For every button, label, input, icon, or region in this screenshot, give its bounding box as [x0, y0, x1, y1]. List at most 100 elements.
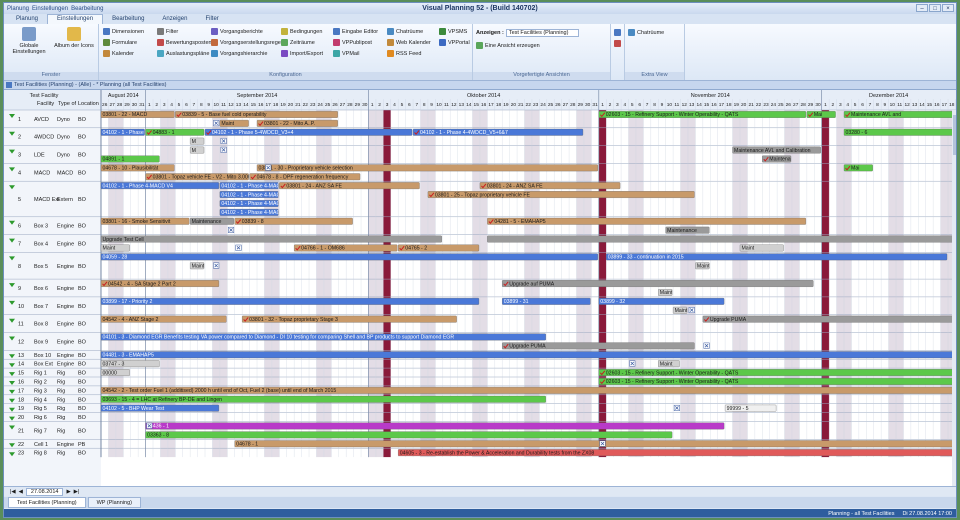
planning-bar[interactable]	[762, 155, 792, 163]
planning-bar[interactable]	[219, 191, 279, 198]
row-expand-icon[interactable]	[9, 354, 15, 359]
view-select[interactable]: Test Facilities (Planning)	[505, 28, 580, 37]
planning-bar[interactable]	[724, 404, 777, 412]
quick-access-item[interactable]: Planung	[7, 5, 30, 12]
chatrooms-button[interactable]: Chatrüume	[628, 28, 664, 37]
planning-bar[interactable]	[175, 111, 338, 118]
planning-bar[interactable]	[234, 440, 955, 448]
planning-bar[interactable]	[219, 182, 279, 190]
planning-bar[interactable]	[100, 297, 480, 305]
planning-bar[interactable]	[190, 262, 205, 270]
sheet-tab[interactable]: Test Facilities (Planning)	[8, 497, 86, 508]
planning-bar[interactable]	[598, 297, 725, 305]
planning-bar[interactable]	[100, 182, 220, 190]
planning-bar[interactable]	[695, 262, 710, 270]
config-item-vpportal[interactable]: VPPortal	[439, 38, 470, 47]
row-expand-icon[interactable]	[9, 407, 15, 412]
planning-bar[interactable]	[739, 244, 784, 252]
config-item-web-kalender[interactable]: Web Kalender	[387, 38, 431, 47]
config-item-vpmail[interactable]: VPMail	[333, 49, 359, 58]
row-expand-icon[interactable]	[9, 425, 15, 430]
planning-bar[interactable]	[100, 111, 175, 118]
planning-bar[interactable]	[658, 289, 673, 296]
row-expand-icon[interactable]	[9, 300, 15, 305]
last-button[interactable]: ▶|	[73, 488, 80, 495]
row-expand-icon[interactable]	[9, 220, 15, 225]
row-expand-icon[interactable]	[9, 149, 15, 154]
planning-bar[interactable]	[732, 146, 821, 154]
create-view-button[interactable]: Eine Ansicht erzeugen	[476, 41, 540, 50]
planning-bar[interactable]	[219, 119, 249, 127]
quick-access-item[interactable]: Einstellungen	[32, 5, 69, 12]
document-tab[interactable]: Test Facilities (Planning) - (Alle) - * …	[4, 81, 956, 90]
planning-bar[interactable]	[190, 146, 205, 154]
sheet-tab[interactable]: WP (Planning)	[87, 497, 141, 508]
config-item-zeitr-ume[interactable]: Zeiträume	[281, 38, 315, 47]
icon-album-button[interactable]: Album der Icons	[52, 27, 96, 49]
planning-bar[interactable]	[658, 360, 680, 368]
planning-bar[interactable]	[256, 164, 598, 172]
planning-bar[interactable]	[100, 164, 175, 172]
row-expand-icon[interactable]	[9, 398, 15, 403]
planning-bar[interactable]	[100, 155, 160, 163]
planning-bar[interactable]	[806, 111, 836, 118]
planning-bar[interactable]	[100, 404, 220, 412]
row-expand-icon[interactable]	[9, 185, 15, 190]
row-expand-icon[interactable]	[9, 372, 15, 377]
planning-bar[interactable]	[100, 128, 145, 136]
config-item-auslastungspl-ne[interactable]: Auslastungspläne	[157, 49, 209, 58]
planning-bar[interactable]	[190, 137, 205, 145]
planning-bar[interactable]	[219, 208, 279, 216]
planning-bar[interactable]	[100, 369, 130, 376]
planning-bar[interactable]	[665, 226, 710, 234]
planning-bar[interactable]	[100, 253, 598, 261]
planning-bar[interactable]	[100, 351, 955, 359]
config-item-rss-feed[interactable]: RSS Feed	[387, 49, 421, 58]
row-expand-icon[interactable]	[9, 256, 15, 261]
tab-bearbeitung[interactable]: Bearbeitung	[112, 16, 145, 22]
scrollbar-thumb[interactable]	[953, 115, 957, 155]
vertical-scrollbar[interactable]	[952, 110, 957, 486]
planning-bar[interactable]	[249, 173, 361, 181]
config-item-vppublipost[interactable]: VPPublipost	[333, 38, 372, 47]
config-item-vorgangshierarchie[interactable]: Vorgangshierarchie	[211, 49, 267, 58]
planning-bar[interactable]	[294, 244, 398, 252]
config-item-bewertungsposten[interactable]: Bewertungsposten	[157, 38, 212, 47]
config-item-vorgangsberichte[interactable]: Vorgangsberichte	[211, 27, 263, 36]
config-item-import-export[interactable]: Import/Export	[281, 49, 323, 58]
planning-bar[interactable]	[502, 342, 695, 350]
row-expand-icon[interactable]	[9, 389, 15, 394]
planning-bar[interactable]	[100, 315, 227, 323]
planning-bar[interactable]	[606, 253, 948, 261]
planning-bar[interactable]	[598, 111, 806, 118]
row-expand-icon[interactable]	[9, 443, 15, 448]
planning-bar[interactable]	[843, 164, 873, 172]
planning-bar[interactable]	[502, 280, 814, 287]
config-item-vorgangserstellungsregel[interactable]: Vorgangserstellungsregel	[211, 38, 282, 47]
planning-bar[interactable]	[279, 182, 420, 190]
planning-bar[interactable]	[145, 431, 673, 439]
planning-bar[interactable]	[145, 173, 249, 181]
quick-access-item[interactable]: Bearbeitung	[71, 5, 104, 12]
tab-anzeigen[interactable]: Anzeigen	[162, 16, 188, 22]
minimize-button[interactable]: –	[916, 4, 928, 12]
tab-einstellungen[interactable]: Einstellungen	[47, 14, 104, 24]
first-button[interactable]: |◀	[10, 488, 16, 495]
planning-bar[interactable]	[100, 235, 442, 243]
delete-view-button[interactable]	[614, 39, 621, 48]
config-item-chatr-ume[interactable]: Chatrüume	[387, 27, 423, 36]
row-expand-icon[interactable]	[9, 381, 15, 385]
config-item-dimensionen[interactable]: Dimensionen	[103, 27, 144, 36]
planning-bar[interactable]	[100, 360, 160, 368]
planning-bar[interactable]	[398, 244, 480, 252]
planning-bar[interactable]	[412, 128, 584, 136]
planning-bar[interactable]	[234, 217, 353, 225]
planning-bar[interactable]	[100, 333, 546, 341]
config-item-formulare[interactable]: Formulare	[103, 38, 137, 47]
config-item-vpsms[interactable]: VPSMS	[439, 27, 467, 36]
row-expand-icon[interactable]	[9, 452, 15, 457]
planning-bar[interactable]	[479, 182, 621, 190]
config-item-kalender[interactable]: Kalender	[103, 49, 134, 58]
planning-grid[interactable]: August 2014 September 2014 Oktober 2014 Nov…	[4, 90, 957, 486]
tab-planung[interactable]: Planung	[16, 16, 39, 22]
